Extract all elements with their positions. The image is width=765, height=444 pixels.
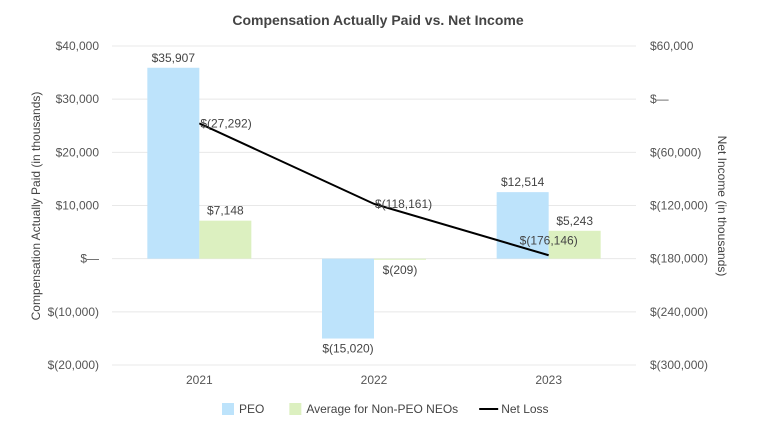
line-net-loss [198, 122, 549, 257]
y2-tick-label: $(300,000) [650, 358, 708, 372]
y-tick-label: $10,000 [56, 199, 100, 213]
y-tick-label: $40,000 [56, 39, 100, 53]
x-tick-label: 2021 [186, 373, 213, 387]
bar-peo [496, 192, 549, 259]
y-axis-label: Compensation Actually Paid (in thousands… [29, 92, 43, 321]
bar-peo [322, 258, 374, 339]
data-label: $5,243 [556, 214, 593, 228]
x-tick-label: 2023 [535, 373, 562, 387]
bar-peo [147, 67, 200, 259]
y-tick-label: $(20,000) [48, 358, 99, 372]
data-label: $7,148 [207, 204, 244, 218]
legend-swatch [289, 403, 302, 415]
bar-average-for-non-peo-neos [374, 258, 426, 260]
y2-tick-label: $(60,000) [650, 145, 701, 159]
y-tick-label: $20,000 [56, 145, 100, 159]
legend-label: Net Loss [501, 402, 548, 416]
chart-title: Compensation Actually Paid vs. Net Incom… [232, 12, 523, 28]
line-data-label: $(27,292) [200, 116, 251, 130]
data-label: $(15,020) [322, 342, 373, 356]
x-tick-label: 2022 [361, 373, 388, 387]
y-tick-label: $30,000 [56, 92, 100, 106]
y2-tick-label: $60,000 [650, 39, 694, 53]
y2-tick-label: $— [650, 92, 669, 106]
y2-tick-label: $(120,000) [650, 199, 708, 213]
line-data-label: $(176,146) [520, 233, 578, 247]
legend-label: Average for Non-PEO NEOs [306, 402, 458, 416]
legend-swatch [222, 403, 234, 415]
y2-axis-label: Net Income (in thousands) [715, 136, 729, 277]
line-data-label: $(118,161) [375, 197, 432, 211]
data-label: $35,907 [152, 51, 196, 65]
legend-label: PEO [239, 402, 264, 416]
y2-tick-label: $(180,000) [650, 252, 708, 266]
y-tick-label: $— [80, 252, 99, 266]
data-label: $12,514 [501, 175, 545, 189]
data-label: $(209) [383, 263, 418, 277]
y-tick-label: $(10,000) [48, 305, 99, 319]
bar-average-for-non-peo-neos [199, 220, 252, 259]
y2-tick-label: $(240,000) [650, 305, 708, 319]
bar-average-for-non-peo-neos [548, 230, 601, 259]
